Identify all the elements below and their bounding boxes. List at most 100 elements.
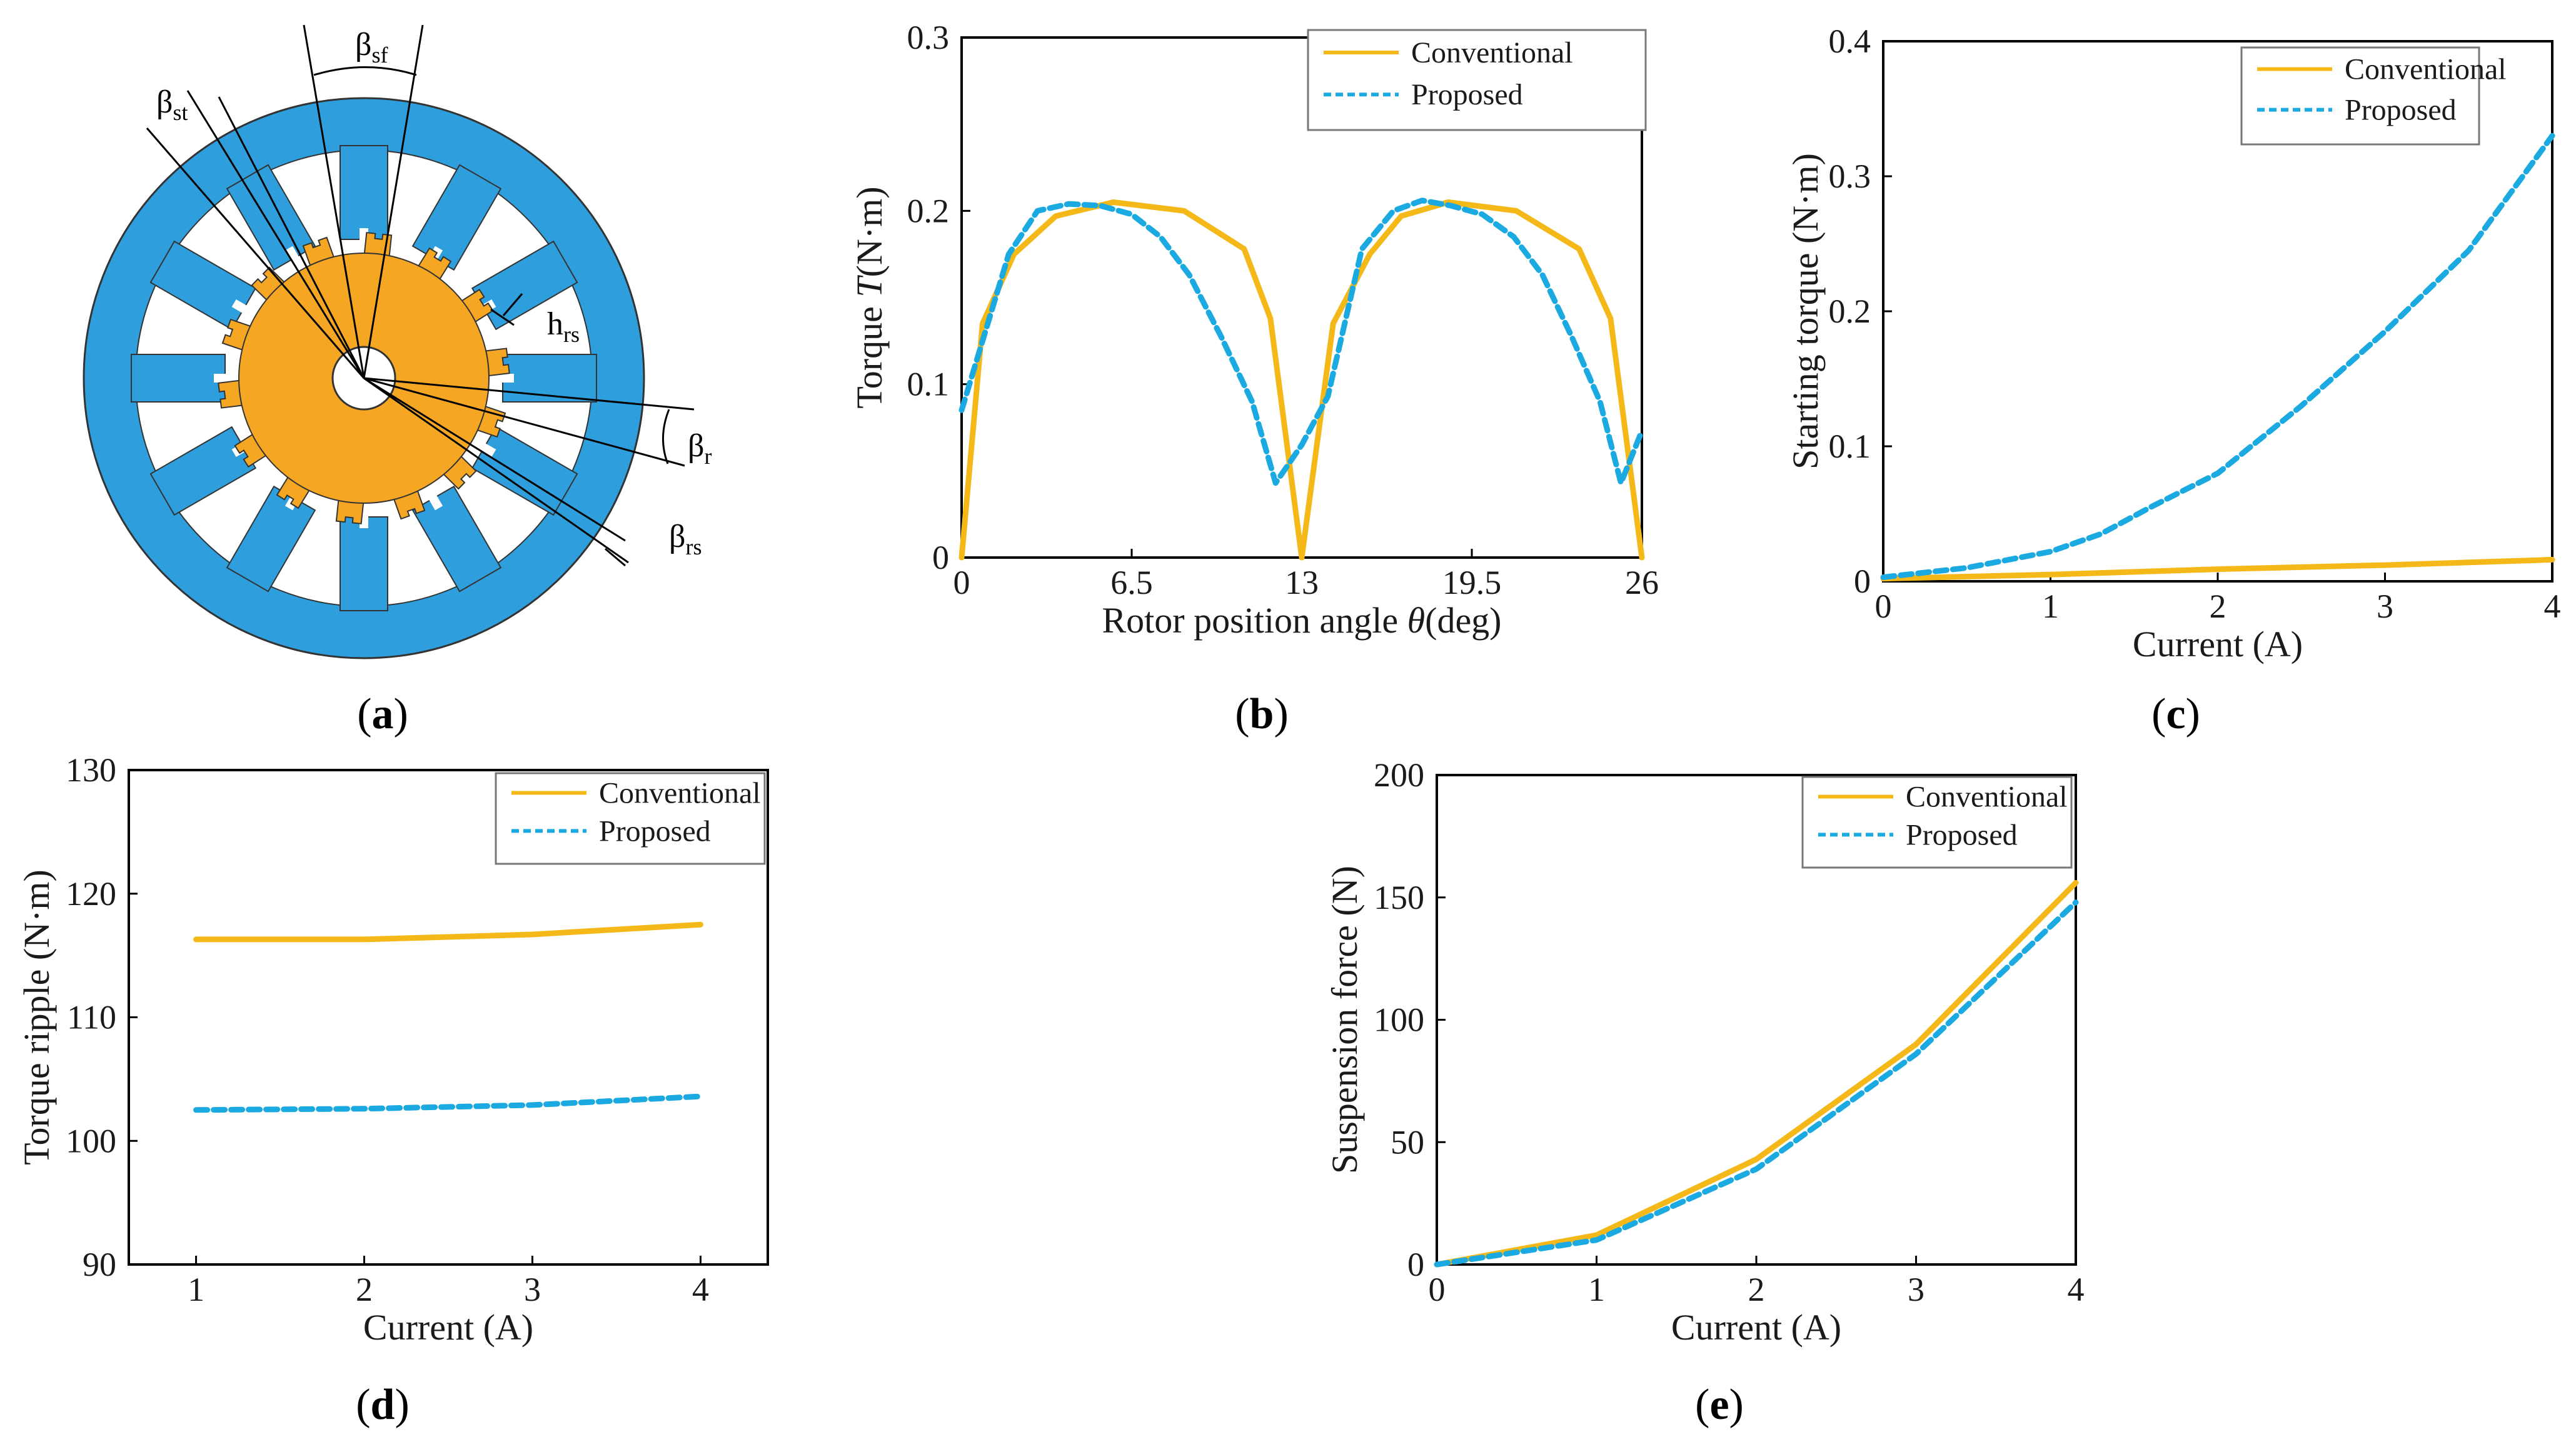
stator-pole-slot (427, 493, 443, 511)
panel-label-a: (a) (357, 690, 408, 738)
panel-label-e: (e) (1695, 1381, 1744, 1429)
beta-sf-arc (313, 66, 417, 76)
y-tick-label: 200 (1374, 756, 1424, 794)
x-tick-label: 2 (356, 1271, 373, 1308)
chart-e-suspension-force: 0 1 2 3 4 0 50 100 150 200 Current (A) Suspension f… (1324, 756, 2085, 1348)
series-line-proposed (958, 198, 1645, 486)
stator-pole-slot (284, 246, 301, 264)
x-axis-label: Current (A) (363, 1307, 533, 1348)
x-tick-label: 1 (1588, 1271, 1605, 1308)
x-tick-label: 19.5 (1442, 564, 1502, 601)
x-tick-label: 13 (1285, 564, 1319, 601)
series-line-proposed (193, 1093, 703, 1113)
x-axis-label-text: Rotor position angle (1102, 600, 1407, 641)
x-tick-label: 4 (692, 1271, 709, 1308)
x-tick-label: 4 (2068, 1271, 2085, 1308)
rotor-tooth (335, 497, 365, 524)
x-axis-label-unit: (deg) (1425, 600, 1501, 641)
legend-label-proposed: Proposed (1411, 78, 1523, 111)
dimension-lines (146, 24, 695, 567)
stator-pole-slot (499, 374, 514, 383)
panel-label-c: (c) (2151, 690, 2200, 738)
x-tick-label: 3 (2377, 588, 2393, 625)
y-axis-label-unit: (N·m) (849, 186, 890, 277)
y-tick-label: 50 (1391, 1123, 1424, 1161)
x-tick-label: 2 (1748, 1271, 1765, 1308)
legend-label-proposed: Proposed (2345, 94, 2457, 127)
x-axis-label-symbol: θ (1407, 600, 1426, 641)
x-tick-label: 0 (1429, 1271, 1446, 1308)
rotor-tooth (251, 266, 287, 303)
chart-b-torque: 0 6.5 13 19.5 26 0 0.1 0.2 0.3 Rotor position ang… (849, 19, 1659, 641)
stator-pole (502, 354, 597, 403)
stator-pole (340, 145, 388, 240)
y-tick-label: 0.1 (907, 366, 950, 403)
y-tick-label: 120 (66, 875, 116, 913)
stator-pole-slot (478, 441, 496, 458)
x-tick-label: 1 (188, 1271, 204, 1308)
chart-c-starting-torque: 0 1 2 3 4 0 0.1 0.2 0.3 0.4 Current (A) Starting to… (1785, 23, 2561, 664)
beta-r-label: βr (688, 428, 712, 469)
x-tick-label: 0 (1875, 588, 1892, 625)
h-rs-label: hrs (547, 306, 580, 347)
x-axis-label: Current (A) (1671, 1307, 1841, 1348)
y-tick-label: 0 (932, 539, 949, 576)
beta-sf-label: βsf (355, 27, 388, 68)
legend-label-conventional: Conventional (599, 777, 761, 810)
beta-rs-label: βrs (669, 519, 702, 559)
series-line-conventional (193, 921, 703, 943)
legend-label-proposed: Proposed (599, 814, 711, 848)
rotor-tooth (218, 379, 245, 409)
series-line-conventional (1880, 556, 2555, 582)
y-tick-label: 150 (1374, 879, 1424, 916)
legend-box (1801, 776, 2073, 869)
beta-st-label: βst (156, 84, 188, 125)
legend-label-conventional: Conventional (1906, 781, 2068, 814)
stator-pole-slot (231, 299, 249, 315)
y-tick-label: 90 (83, 1246, 116, 1283)
x-tick-label: 3 (524, 1271, 541, 1308)
x-tick-label: 26 (1625, 564, 1659, 601)
y-tick-label: 110 (67, 999, 116, 1036)
panel-label-d: (d) (356, 1381, 410, 1429)
y-tick-label: 100 (1374, 1001, 1424, 1039)
y-tick-label: 0 (1407, 1246, 1424, 1283)
chart-d-torque-ripple: 1 2 3 4 90 100 110 120 130 Current (A) Torque ripp… (16, 751, 769, 1348)
y-axis-label-symbol: T (849, 275, 890, 298)
y-tick-label: 0.1 (1829, 428, 1871, 465)
legend-box (2240, 46, 2480, 146)
x-tick-label: 1 (2042, 588, 2059, 625)
y-axis-label: Suspension force (N) (1324, 866, 1365, 1174)
panel-label-b: (b) (1235, 690, 1289, 738)
series-line-proposed (1880, 133, 2555, 580)
beta-r-arc (662, 409, 670, 464)
y-tick-label: 0.2 (907, 192, 950, 229)
x-tick-label: 0 (953, 564, 970, 601)
stator-pole-slot (214, 374, 229, 383)
legend-label-conventional: Conventional (2345, 53, 2507, 86)
y-tick-label: 0.3 (1829, 158, 1871, 195)
series-line-conventional (1434, 879, 2079, 1268)
legend-box (1307, 29, 1647, 131)
x-tick-label: 2 (2210, 588, 2226, 625)
x-axis-label: Current (A) (2133, 624, 2303, 664)
rotor-tooth (441, 454, 477, 490)
y-tick-label: 100 (66, 1122, 116, 1159)
y-tick-label: 0 (1854, 563, 1871, 600)
y-tick-label: 0.2 (1829, 293, 1871, 330)
stator-pole (340, 516, 388, 611)
y-tick-label: 0.3 (907, 19, 950, 56)
x-tick-label: 4 (2544, 588, 2561, 625)
y-axis-label: Starting torque (N·m) (1785, 153, 1826, 469)
x-axis-label: Rotor position angle θ(deg) (1102, 600, 1501, 641)
y-axis-label-text: Torque (849, 298, 890, 409)
rotor-tooth (483, 348, 510, 377)
series-line-proposed (1434, 899, 2079, 1268)
y-axis-label: Torque T(N·m) (849, 186, 890, 408)
x-tick-label: 6.5 (1110, 564, 1153, 601)
x-tick-label: 3 (1908, 1271, 1924, 1308)
y-tick-label: 130 (66, 751, 116, 789)
legend-label-proposed: Proposed (1906, 818, 2018, 851)
y-tick-label: 0.4 (1829, 23, 1871, 60)
